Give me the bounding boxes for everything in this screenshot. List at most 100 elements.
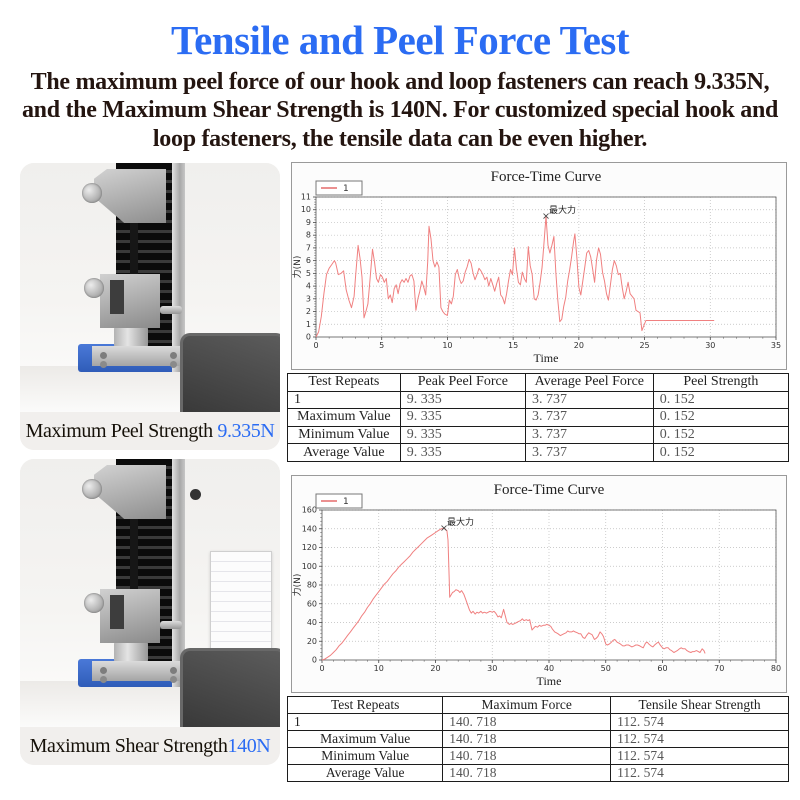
force-time-curve-svg: 0 10 20 30 40 50 60 70 80 0 20 40 60 80 100 120 140 160 Fo…: [291, 482, 781, 688]
svg-text:20: 20: [574, 341, 584, 350]
table-cell: 1: [286, 713, 444, 731]
machine-plate: [92, 661, 184, 681]
table-cell: 0. 152: [652, 408, 790, 427]
table-cell: 1: [287, 390, 401, 410]
machine-cylinder: [114, 326, 148, 348]
svg-text:1: 1: [343, 184, 349, 194]
svg-text:40: 40: [307, 618, 317, 627]
top-clamp: [94, 465, 166, 519]
peel-caption-text: Maximum Peel Strength: [25, 419, 218, 442]
table-cell: 112. 574: [610, 730, 789, 748]
table-cell: 0. 152: [652, 425, 790, 445]
table-row: 1 9. 335 3. 737 0. 152: [287, 390, 790, 410]
rail-knob: [190, 489, 201, 500]
clamp-pin: [160, 306, 182, 314]
svg-text:7: 7: [306, 243, 311, 252]
shear-caption: Maximum Shear Strength 140N: [20, 727, 280, 765]
svg-text:8: 8: [306, 231, 311, 240]
bottom-clamp: [100, 589, 160, 643]
table-cell: 112. 574: [610, 713, 789, 731]
shear-test-results-table: Test Repeats Maximum Force Tensile Shear S…: [286, 696, 789, 782]
svg-text:6: 6: [306, 256, 311, 265]
svg-text:Time: Time: [534, 351, 559, 365]
results-table: Test Repeats Maximum Force Tensile Shear S…: [286, 696, 789, 782]
svg-text:Force-Time Curve: Force-Time Curve: [491, 169, 602, 185]
top-clamp-bolt: [82, 183, 102, 203]
shear-test-photo-card: Maximum Shear Strength 140N: [20, 459, 280, 765]
svg-text:5: 5: [306, 269, 311, 278]
svg-text:160: 160: [302, 506, 317, 515]
table-row: Average Value 140. 718 112. 574: [286, 764, 789, 782]
tray: [180, 648, 280, 727]
svg-text:力(N): 力(N): [292, 256, 303, 279]
svg-text:30: 30: [705, 341, 715, 350]
svg-text:0: 0: [313, 341, 318, 350]
svg-text:2: 2: [306, 307, 311, 316]
table-row: Minimum Value 140. 718 112. 574: [286, 747, 789, 765]
peel-caption: Maximum Peel Strength 9.335N: [20, 412, 280, 450]
svg-text:5: 5: [379, 341, 384, 350]
table-header-cell: Peak Peel Force: [399, 373, 526, 392]
table-cell: 9. 335: [399, 408, 526, 427]
svg-text:10: 10: [442, 341, 452, 350]
table-cell: 112. 574: [610, 747, 789, 765]
table-header-cell: Test Repeats: [287, 373, 401, 392]
svg-text:40: 40: [544, 664, 554, 673]
svg-text:0: 0: [312, 656, 317, 665]
svg-text:4: 4: [306, 282, 311, 291]
peel-caption-value: 9.335N: [217, 419, 275, 442]
svg-text:20: 20: [307, 637, 317, 646]
svg-text:15: 15: [508, 341, 518, 350]
machine-cylinder: [114, 641, 148, 663]
table-header-cell: Maximum Force: [442, 696, 612, 714]
svg-text:80: 80: [771, 664, 781, 673]
description: The maximum peel force of our hook and l…: [21, 69, 779, 152]
shear-caption-value: 140N: [227, 734, 271, 757]
table-cell: 140. 718: [442, 730, 612, 748]
svg-text:最大力: 最大力: [549, 204, 576, 216]
table-cell: 112. 574: [610, 764, 789, 782]
table-header-cell: Peel Strength: [652, 373, 790, 392]
table-row: Minimum Value 9. 335 3. 737 0. 152: [287, 425, 790, 445]
shear-caption-text: Maximum Shear Strength: [29, 734, 228, 757]
machine-rail: [172, 163, 185, 372]
svg-text:Force-Time Curve: Force-Time Curve: [494, 482, 605, 498]
table-cell: Average Value: [287, 443, 401, 462]
tray: [180, 333, 280, 412]
svg-text:11: 11: [301, 193, 311, 202]
table-cell: Maximum Value: [287, 408, 401, 427]
table-cell: 9. 335: [399, 390, 526, 410]
machine-plate: [92, 346, 184, 366]
table-cell: 140. 718: [442, 764, 612, 782]
svg-text:1: 1: [306, 320, 311, 329]
svg-text:Time: Time: [537, 674, 562, 688]
svg-text:0: 0: [306, 333, 311, 342]
svg-text:9: 9: [306, 218, 311, 227]
table-cell: Minimum Value: [287, 425, 401, 445]
top-clamp-bolt: [82, 479, 102, 499]
svg-text:25: 25: [639, 341, 649, 350]
hook-loop-strip: [130, 515, 138, 631]
clamp-pin: [160, 621, 182, 629]
force-time-chart-shear: 0 10 20 30 40 50 60 70 80 0 20 40 60 80 100 120 140 160 Fo…: [291, 475, 787, 693]
table-cell: 9. 335: [399, 425, 526, 445]
bottom-clamp-bolt: [84, 278, 104, 298]
machine-rail: [172, 459, 185, 687]
svg-text:60: 60: [307, 599, 317, 608]
table-row: Maximum Value 140. 718 112. 574: [286, 730, 789, 748]
svg-text:120: 120: [302, 543, 317, 552]
table-cell: 3. 737: [524, 390, 654, 410]
svg-text:1: 1: [343, 497, 349, 507]
table-row: Average Value 9. 335 3. 737 0. 152: [287, 443, 790, 462]
svg-text:力(N): 力(N): [292, 574, 303, 597]
bottom-clamp: [100, 274, 160, 328]
svg-text:140: 140: [302, 524, 317, 533]
table-cell: Minimum Value: [286, 747, 444, 765]
table-cell: 140. 718: [442, 747, 612, 765]
table-cell: Average Value: [286, 764, 444, 782]
peel-test-machine-photo: [20, 163, 280, 412]
svg-text:3: 3: [306, 294, 311, 303]
svg-text:70: 70: [714, 664, 724, 673]
top-clamp: [94, 169, 166, 223]
svg-text:30: 30: [487, 664, 497, 673]
